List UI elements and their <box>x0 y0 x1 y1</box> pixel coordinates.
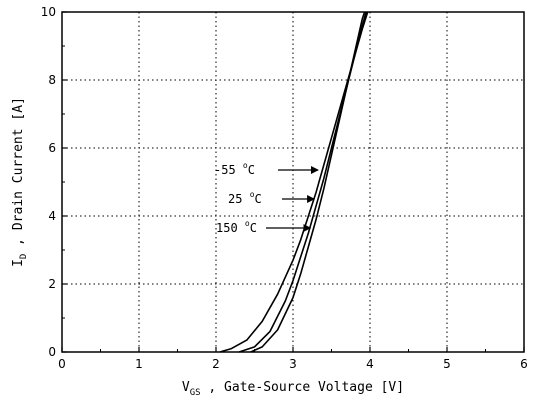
x-axis-title: VGS , Gate-Source Voltage [V] <box>182 380 404 398</box>
x-tick-label: 3 <box>289 357 297 371</box>
y-axis-rest: , Drain Current [A] <box>11 97 26 254</box>
y-axis-subscript: D <box>19 254 29 259</box>
annotation-unit: C <box>248 163 255 177</box>
x-tick-label: 2 <box>212 357 220 371</box>
annotation-label: 25 oC <box>228 190 262 206</box>
y-tick-label: 6 <box>48 141 56 155</box>
y-axis-symbol: I <box>11 259 26 267</box>
grid <box>62 12 524 352</box>
x-tick-label: 5 <box>443 357 451 371</box>
annotation-unit: C <box>250 221 257 235</box>
x-axis-rest: , Gate-Source Voltage [V] <box>201 380 405 395</box>
y-tick-label: 8 <box>48 73 56 87</box>
y-tick-label: 2 <box>48 277 56 291</box>
annotation-number: 150 <box>216 221 245 235</box>
annotation-number: -55 <box>214 163 243 177</box>
annotation-number: 25 <box>228 192 250 206</box>
curves <box>219 11 369 353</box>
annotation-degree: o <box>245 219 250 228</box>
x-axis-symbol: V <box>182 380 190 395</box>
x-tick-label: 4 <box>366 357 374 371</box>
annotation: 150 oC <box>216 219 312 235</box>
series-line <box>219 11 369 353</box>
annotation: -55 oC <box>214 161 319 177</box>
series-line <box>250 11 366 353</box>
annotation-label: 150 oC <box>216 219 257 235</box>
y-tick-label: 0 <box>48 345 56 359</box>
axis-ticks: 0 1 2 3 4 5 6 0 2 4 6 8 10 <box>41 5 528 371</box>
x-tick-label: 6 <box>520 357 528 371</box>
x-tick-label: 0 <box>58 357 66 371</box>
annotation: 25 oC <box>228 190 316 206</box>
series-line <box>238 11 367 353</box>
x-tick-label: 1 <box>135 357 143 371</box>
y-tick-label: 10 <box>41 5 56 19</box>
x-axis-subscript: GS <box>190 388 201 398</box>
annotation-label: -55 oC <box>214 161 255 177</box>
annotation-degree: o <box>250 190 255 199</box>
y-axis-title: ID , Drain Current [A] <box>11 97 29 267</box>
y-tick-label: 4 <box>48 209 56 223</box>
annotation-degree: o <box>243 161 248 170</box>
annotation-unit: C <box>255 192 262 206</box>
